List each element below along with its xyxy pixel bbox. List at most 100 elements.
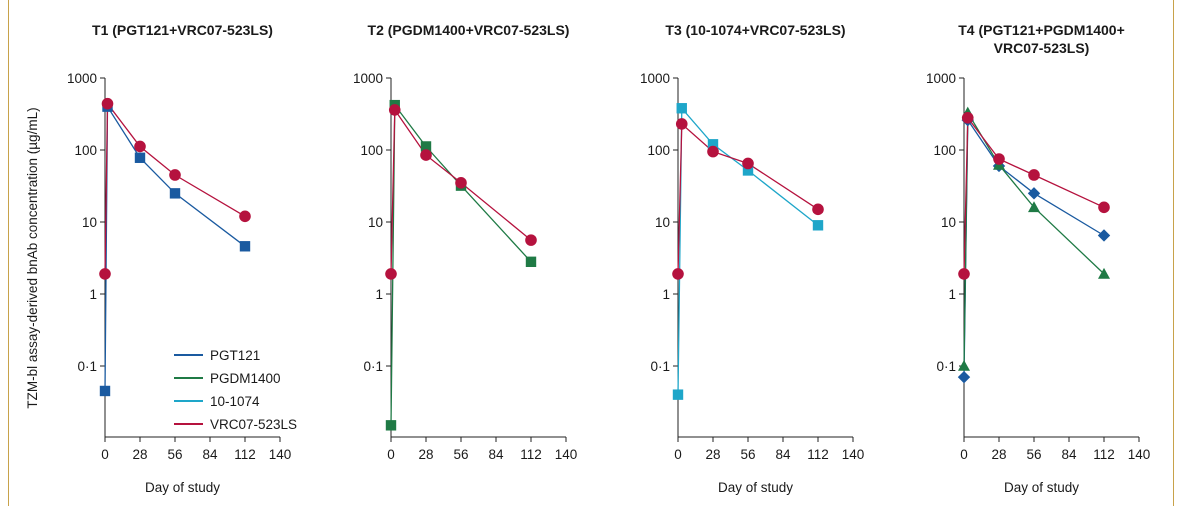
x-tick-label: 28 [991, 447, 1006, 462]
y-tick-label: 100 [647, 143, 670, 158]
data-point-pgt121 [1027, 187, 1041, 200]
data-point-vrc07-523ls [455, 177, 467, 189]
x-tick-label: 140 [1128, 447, 1151, 462]
y-tick-label: 1000 [353, 71, 383, 86]
y-tick-label: 1000 [926, 71, 956, 86]
data-point-vrc07-523ls [420, 149, 432, 161]
legend-label: VRC07-523LS [210, 417, 297, 432]
x-tick-label: 56 [740, 447, 755, 462]
data-point-vrc07-523ls [993, 153, 1005, 165]
y-tick-label: 10 [941, 215, 956, 230]
series-line-vrc07-523ls [390, 107, 532, 274]
legend: PGT121 PGDM1400 10-1074 VRC07-523LS [174, 348, 297, 432]
y-tick-label: 0·1 [363, 359, 383, 374]
series-line-vrc07-523ls [677, 122, 819, 274]
data-point-10-1074 [812, 220, 824, 231]
x-tick-label: 56 [1026, 447, 1041, 462]
data-point-vrc07-523ls [239, 210, 251, 223]
y-tick-label: 100 [74, 143, 97, 158]
x-tick-label: 56 [453, 447, 468, 462]
data-point-vrc07-523ls [672, 268, 684, 280]
data-point-pgdm1400 [420, 141, 432, 152]
series-line-pgt121 [963, 118, 1105, 378]
panel-4: T4 (PGT121+PGDM1400+ VRC07-523LS) 0·1 1 10 10… [926, 22, 1150, 495]
legend-label: PGT121 [210, 348, 260, 363]
x-tick-label: 0 [101, 447, 109, 462]
data-point-vrc07-523ls [1098, 201, 1110, 214]
data-point-vrc07-523ls [707, 145, 719, 158]
figure-frame [8, 0, 1174, 506]
series-line-pgdm1400 [963, 110, 1105, 367]
data-point-10-1074 [676, 103, 687, 114]
y-tick-label: 10 [368, 215, 383, 230]
x-tick-label: 28 [418, 447, 433, 462]
x-tick-label: 84 [1061, 447, 1077, 462]
data-point-pgdm1400 [958, 360, 970, 371]
x-axis-label: Day of study [1004, 480, 1079, 495]
x-tick-label: 0 [387, 447, 395, 462]
panel-title: T1 (PGT121+VRC07-523LS) [92, 22, 273, 38]
panel-2: T2 (PGDM1400+VRC07-523LS) 0·1 1 10 100 1000 0 2… [353, 22, 577, 462]
data-point-pgdm1400 [1098, 267, 1110, 279]
data-point-vrc07-523ls [812, 203, 824, 216]
data-point-pgt121 [169, 188, 181, 199]
y-tick-label: 100 [933, 143, 956, 158]
data-point-pgdm1400 [1028, 201, 1040, 213]
data-point-vrc07-523ls [388, 104, 401, 116]
series-line-10-1074 [677, 106, 819, 395]
data-point-vrc07-523ls [742, 157, 754, 170]
data-point-10-1074 [742, 165, 754, 176]
y-tick-label: 1 [948, 287, 956, 302]
y-tick-label: 1 [89, 287, 97, 302]
panel-title: T3 (10-1074+VRC07-523LS) [665, 22, 845, 38]
data-point-pgt121 [239, 241, 251, 252]
x-tick-label: 112 [234, 447, 256, 462]
data-point-vrc07-523ls [525, 234, 537, 246]
data-point-pgt121 [1097, 229, 1111, 242]
data-point-vrc07-523ls [99, 268, 111, 280]
y-tick-label: 1 [375, 287, 383, 302]
y-axis-label: TZM-bl assay-derived bnAb concentration … [25, 107, 40, 408]
x-tick-label: 0 [674, 447, 682, 462]
x-tick-label: 84 [488, 447, 504, 462]
y-tick-label: 10 [655, 215, 670, 230]
data-point-vrc07-523ls [1028, 169, 1040, 181]
y-tick-label: 1000 [67, 71, 97, 86]
data-point-10-1074 [707, 139, 719, 150]
data-point-vrc07-523ls [958, 268, 970, 280]
y-tick-label: 0·1 [936, 359, 956, 374]
x-tick-label: 112 [1093, 447, 1115, 462]
data-point-pgt121 [134, 152, 146, 163]
data-point-pgdm1400 [385, 420, 397, 431]
panel-title: T2 (PGDM1400+VRC07-523LS) [368, 22, 570, 38]
y-tick-label: 10 [82, 215, 97, 230]
x-axis-label: Day of study [718, 480, 793, 495]
data-point-10-1074 [672, 389, 684, 400]
x-tick-label: 28 [132, 447, 147, 462]
y-tick-label: 0·1 [650, 359, 670, 374]
x-tick-label: 0 [960, 447, 968, 462]
panel-title: T4 (PGT121+PGDM1400+ [958, 22, 1125, 38]
x-tick-label: 112 [807, 447, 829, 462]
x-tick-label: 56 [167, 447, 182, 462]
x-tick-label: 140 [842, 447, 865, 462]
x-tick-label: 84 [202, 447, 218, 462]
data-point-pgdm1400 [525, 256, 537, 268]
panel-1: T1 (PGT121+VRC07-523LS) 0·1 1 10 100 1000 0 28 5… [67, 22, 291, 495]
y-tick-label: 1000 [640, 71, 670, 86]
data-point-vrc07-523ls [134, 140, 146, 153]
data-point-vrc07-523ls [101, 97, 114, 110]
data-point-vrc07-523ls [385, 268, 397, 280]
data-point-vrc07-523ls [675, 118, 688, 130]
data-point-vrc07-523ls [961, 112, 974, 124]
series-line-pgdm1400 [390, 103, 532, 426]
data-point-pgt121 [957, 370, 971, 384]
x-tick-label: 112 [520, 447, 542, 462]
x-tick-label: 140 [555, 447, 578, 462]
x-tick-label: 28 [705, 447, 720, 462]
panel-3: T3 (10-1074+VRC07-523LS) 0·1 1 10 100 1000 0 28… [640, 22, 864, 495]
x-tick-label: 84 [775, 447, 791, 462]
y-tick-label: 100 [360, 143, 383, 158]
y-tick-label: 1 [662, 287, 670, 302]
